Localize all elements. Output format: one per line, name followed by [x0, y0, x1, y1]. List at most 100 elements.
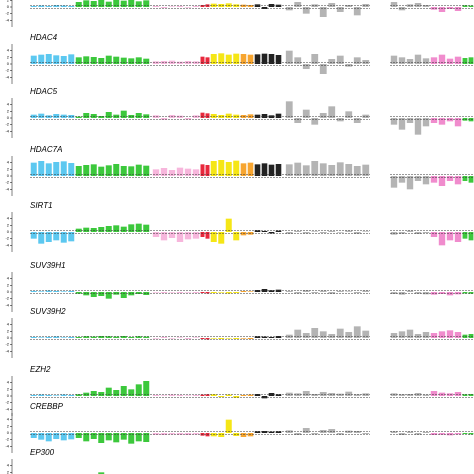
bar — [218, 433, 225, 437]
panel-title: EZH2 — [30, 365, 51, 374]
bar — [184, 118, 192, 120]
bar — [362, 393, 370, 396]
bar — [200, 56, 205, 64]
bar — [414, 334, 422, 338]
bar — [311, 394, 319, 396]
bar — [345, 111, 353, 118]
bar — [210, 114, 217, 118]
bar — [233, 292, 240, 293]
bar — [45, 54, 52, 64]
bar — [406, 118, 414, 123]
bar — [454, 176, 462, 185]
bar — [218, 160, 225, 176]
bar — [398, 232, 406, 234]
bar — [414, 118, 422, 135]
bar — [311, 292, 319, 293]
bar — [422, 176, 430, 185]
bar — [192, 169, 200, 176]
bar — [218, 53, 225, 64]
bar — [390, 393, 398, 396]
y-tick-label: -2 — [5, 342, 9, 347]
bar — [143, 114, 150, 118]
bar — [128, 433, 135, 444]
bar — [353, 166, 361, 176]
bar — [294, 57, 302, 64]
bar — [362, 290, 370, 292]
bar — [353, 57, 361, 64]
bar — [302, 109, 310, 118]
bar — [285, 164, 293, 176]
bar — [143, 433, 150, 442]
bar — [345, 164, 353, 176]
bar — [168, 292, 176, 293]
bar — [446, 232, 454, 241]
bar — [345, 391, 353, 396]
bar — [294, 162, 302, 176]
bar — [68, 232, 75, 242]
bar — [168, 433, 176, 435]
bar — [336, 55, 344, 64]
bar — [261, 53, 268, 64]
bar — [168, 6, 176, 7]
bar — [38, 54, 45, 64]
bar — [302, 165, 310, 176]
bar — [113, 114, 120, 118]
bar — [38, 433, 45, 440]
bar — [390, 431, 398, 433]
bar — [225, 218, 232, 232]
y-tick-label: -4 — [5, 74, 9, 79]
bar — [362, 4, 370, 7]
bar — [268, 337, 275, 338]
y-tick-label: 4 — [7, 48, 10, 53]
bar — [83, 392, 90, 396]
bar — [128, 166, 135, 176]
bar — [160, 395, 168, 396]
bar — [247, 162, 254, 176]
bar — [240, 395, 247, 396]
bar — [205, 57, 210, 64]
bar — [468, 232, 474, 241]
bar — [120, 226, 127, 232]
bar — [233, 338, 240, 339]
bar — [311, 54, 319, 64]
bar — [319, 232, 327, 233]
y-tick-label: -2 — [5, 180, 9, 185]
panel-title: EP300 — [30, 448, 55, 457]
bar — [113, 56, 120, 64]
bar — [192, 6, 200, 7]
bar — [353, 7, 361, 16]
bar — [430, 118, 438, 123]
bar — [353, 394, 361, 396]
bar — [143, 165, 150, 176]
bar — [302, 428, 310, 433]
y-tick-label: -4 — [5, 302, 9, 307]
bar — [90, 57, 97, 64]
bar — [184, 338, 192, 339]
bar — [30, 337, 37, 338]
bar — [98, 227, 105, 232]
bar — [184, 7, 192, 8]
bar — [68, 6, 75, 7]
y-tick-label: 2 — [7, 222, 10, 227]
bar — [53, 5, 60, 7]
bar — [406, 4, 414, 7]
bar — [83, 0, 90, 7]
bar — [275, 113, 282, 118]
bar — [240, 163, 247, 176]
y-tick-label: 0 — [7, 229, 10, 234]
bar — [176, 232, 184, 242]
y-tick-label: 2 — [7, 0, 10, 2]
bar — [143, 58, 150, 64]
bar — [210, 394, 217, 396]
bar — [454, 7, 462, 11]
bar — [113, 336, 120, 338]
bar — [120, 292, 127, 298]
bar — [75, 116, 82, 118]
bar — [336, 291, 344, 292]
bar — [414, 3, 422, 7]
bar — [200, 112, 205, 118]
bar — [319, 430, 327, 433]
y-tick-label: 4 — [7, 417, 10, 422]
bar — [225, 113, 232, 118]
y-tick-label: 0 — [7, 173, 10, 178]
